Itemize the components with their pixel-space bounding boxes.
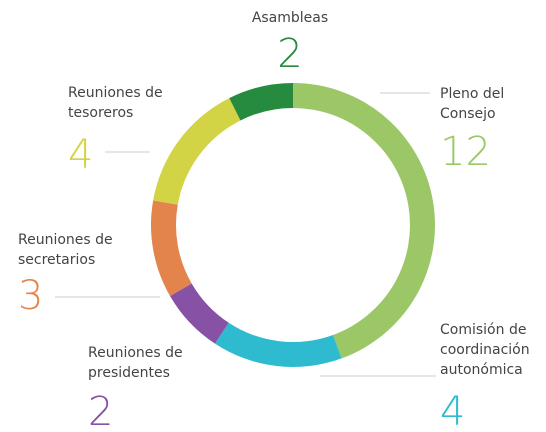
value-label: 2 bbox=[277, 31, 303, 77]
value-label: 2 bbox=[88, 389, 114, 432]
donut-slice bbox=[214, 322, 342, 367]
donut-slice bbox=[293, 83, 435, 359]
category-label: Asambleas bbox=[251, 10, 329, 26]
donut-slice bbox=[229, 83, 293, 121]
value-label: 4 bbox=[440, 389, 466, 432]
donut-slice bbox=[170, 283, 229, 344]
category-label: Comisión de coordinación autonómica bbox=[440, 322, 530, 378]
category-label: Reuniones de presidentes bbox=[88, 345, 183, 381]
donut-slice bbox=[153, 98, 241, 205]
category-label: Reuniones de tesoreros bbox=[68, 85, 163, 121]
category-label: Pleno del Consejo bbox=[440, 86, 505, 122]
value-label: 12 bbox=[440, 129, 491, 175]
category-label: Reuniones de secretarios bbox=[18, 232, 113, 268]
value-label: 3 bbox=[18, 273, 44, 319]
value-label: 4 bbox=[68, 132, 94, 178]
donut-slice bbox=[151, 200, 192, 296]
